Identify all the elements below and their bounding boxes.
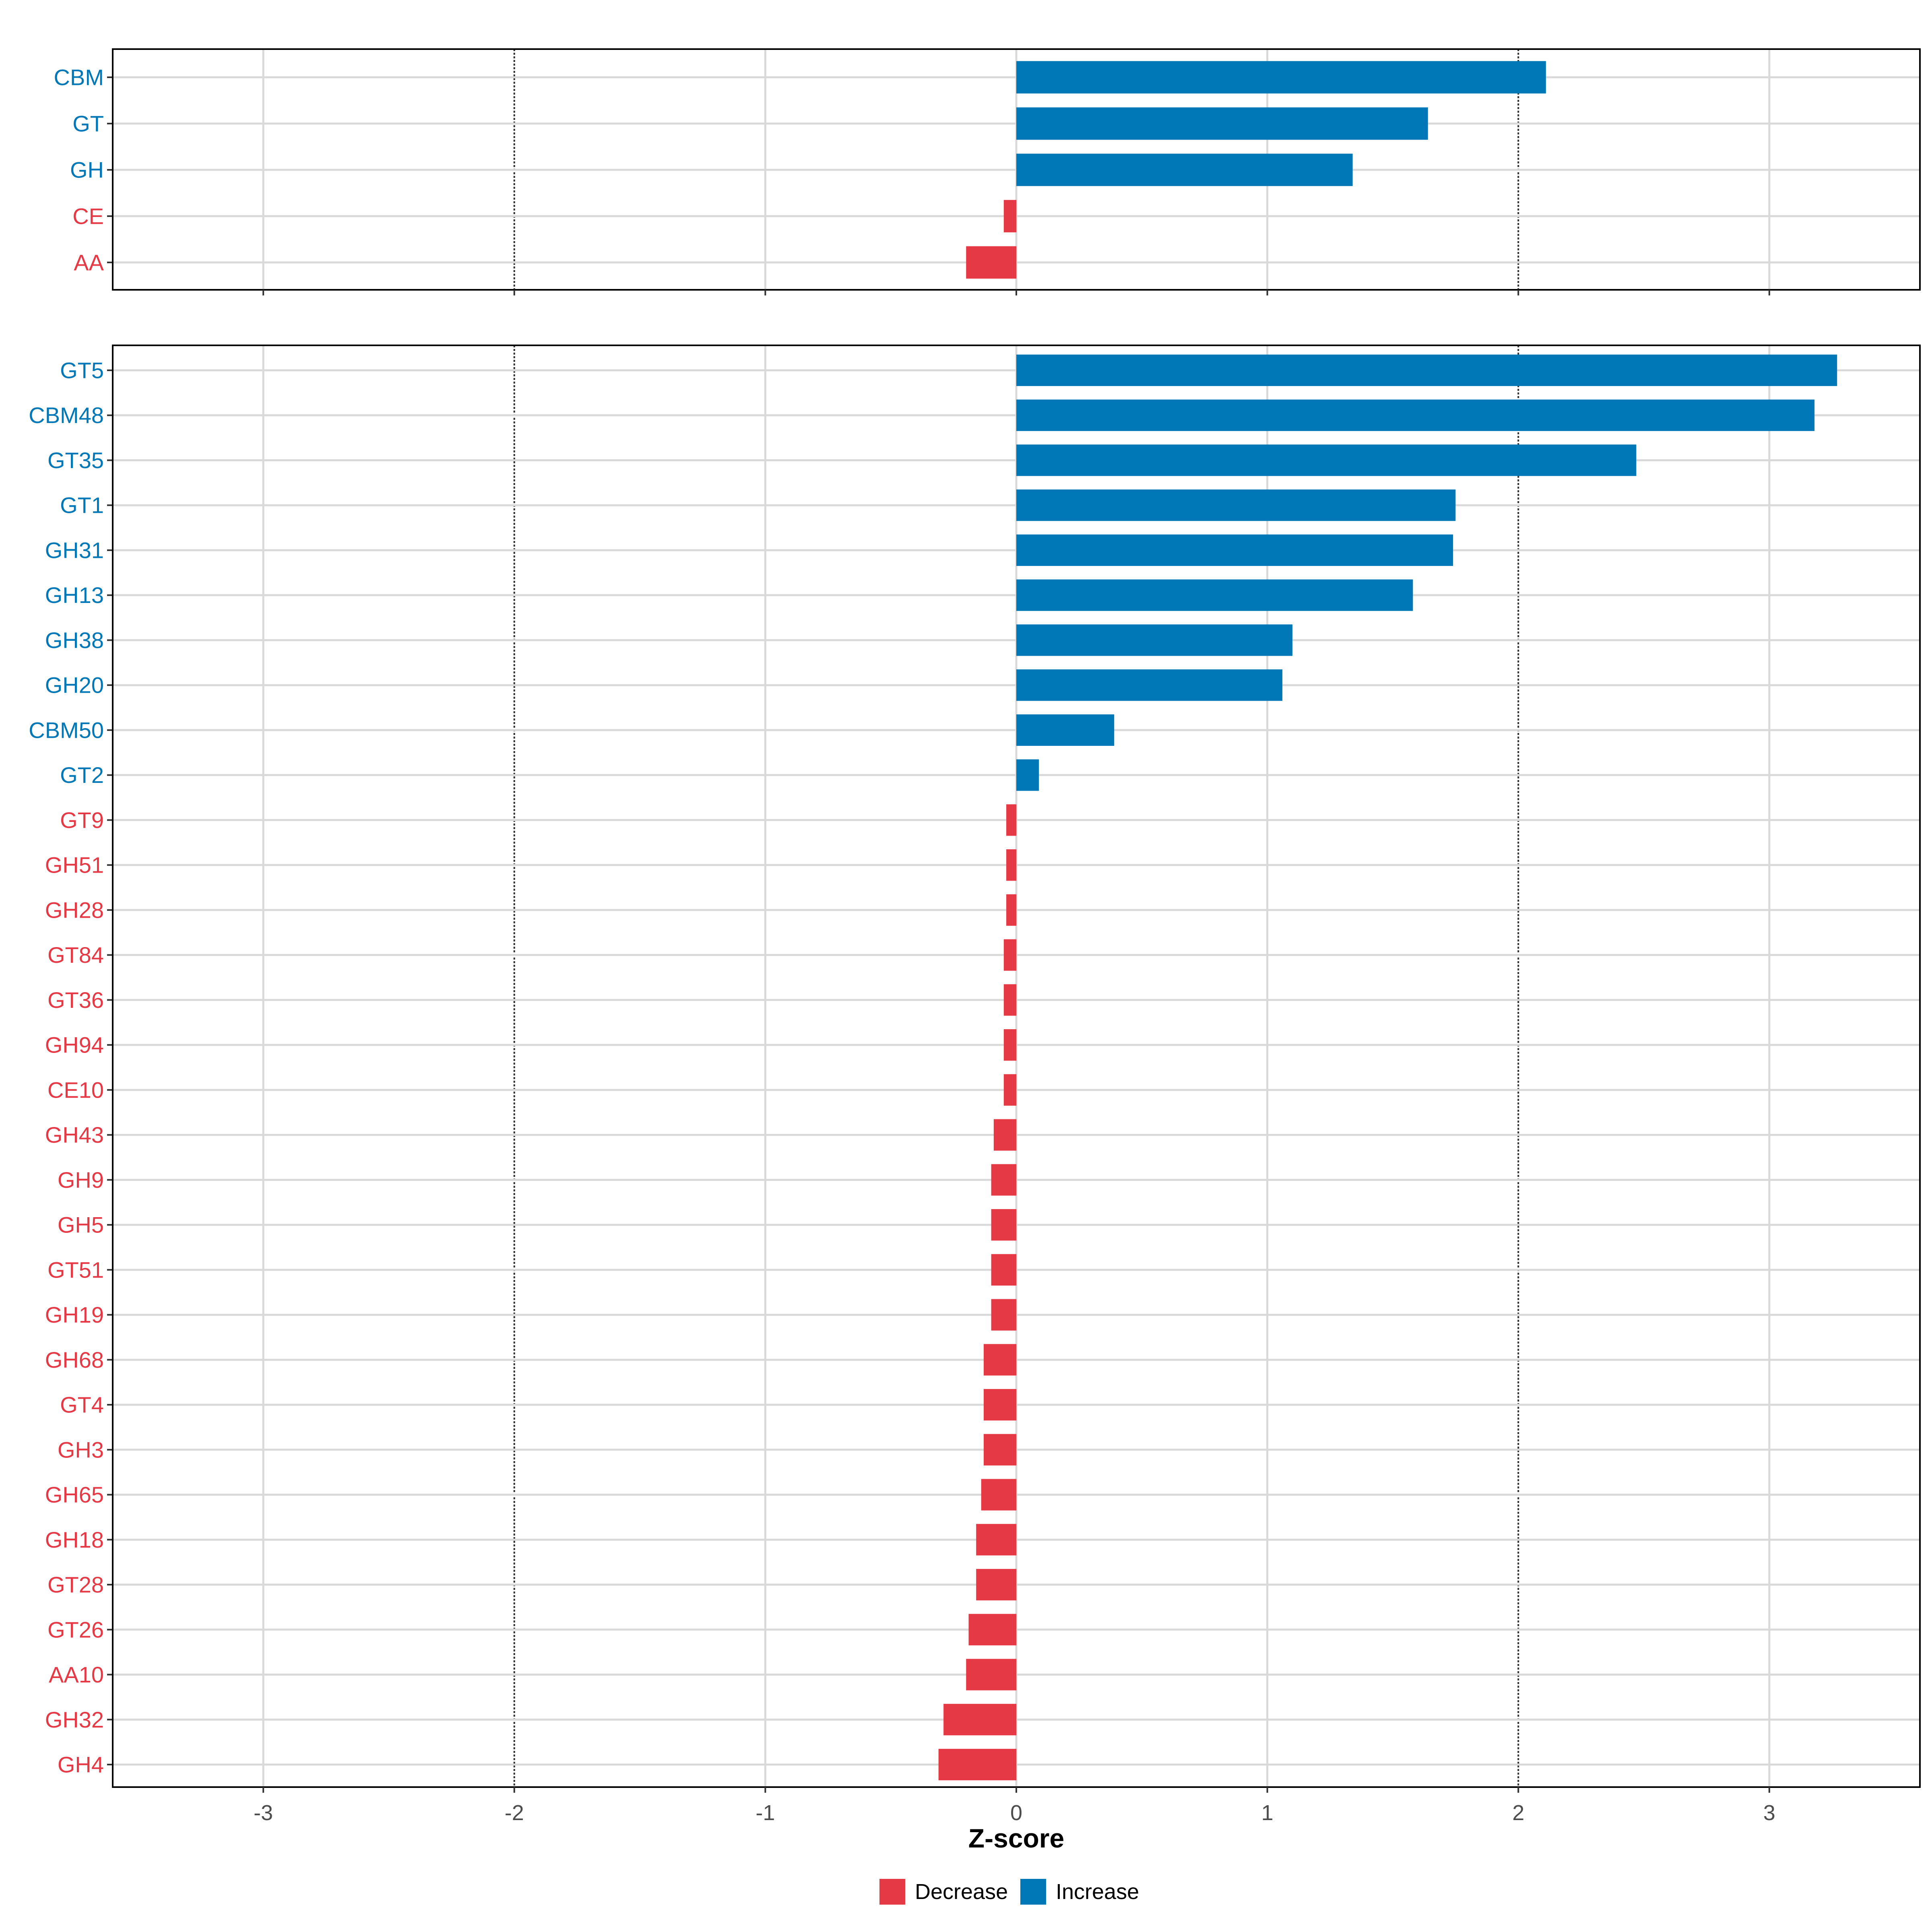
x-axis-title: Z-score xyxy=(968,1823,1064,1853)
category-label: GT xyxy=(72,111,104,136)
legend-swatch-decrease xyxy=(879,1879,905,1905)
bar-gt9 xyxy=(1006,804,1016,836)
bar-aa10 xyxy=(966,1659,1016,1690)
legend-label-decrease: Decrease xyxy=(915,1880,1008,1904)
x-tick-label: 0 xyxy=(1010,1801,1022,1825)
bar-cbm50 xyxy=(1016,714,1115,746)
bar-gh94 xyxy=(1003,1029,1016,1061)
legend-label-increase: Increase xyxy=(1056,1880,1139,1904)
category-label: AA xyxy=(74,250,104,275)
bar-gh4 xyxy=(938,1748,1016,1781)
category-label: GH20 xyxy=(45,673,104,698)
category-label: GH51 xyxy=(45,852,104,878)
category-label: GH xyxy=(70,157,104,183)
category-label: GH9 xyxy=(58,1167,104,1193)
category-label: GH68 xyxy=(45,1347,104,1373)
legend-swatch-increase xyxy=(1020,1879,1046,1905)
x-tick-label: 2 xyxy=(1512,1801,1524,1825)
category-label: CE10 xyxy=(47,1077,104,1102)
category-label: CBM50 xyxy=(29,717,104,743)
bar-gt28 xyxy=(976,1569,1016,1601)
category-label: GH13 xyxy=(45,582,104,608)
bar-gh3 xyxy=(983,1434,1016,1466)
bar-gt84 xyxy=(1003,939,1016,971)
bar-gt51 xyxy=(991,1254,1016,1286)
bar-gh19 xyxy=(991,1299,1016,1331)
bar-gt36 xyxy=(1003,984,1016,1016)
bar-gt xyxy=(1016,107,1428,140)
bar-cbm xyxy=(1016,61,1546,94)
category-label: GT9 xyxy=(60,807,104,833)
bar-gh5 xyxy=(991,1209,1016,1241)
category-label: GT28 xyxy=(47,1572,104,1598)
bar-gh43 xyxy=(993,1119,1016,1151)
bar-gt35 xyxy=(1016,444,1637,476)
x-tick-label: -2 xyxy=(505,1801,524,1825)
bar-gh31 xyxy=(1016,534,1453,566)
bar-gh51 xyxy=(1006,849,1016,881)
category-label: GH5 xyxy=(58,1212,104,1238)
bar-ce10 xyxy=(1003,1074,1016,1106)
category-label: GT2 xyxy=(60,762,104,788)
category-label: GH3 xyxy=(58,1437,104,1462)
category-label: GH19 xyxy=(45,1302,104,1327)
x-tick-label: -1 xyxy=(755,1801,775,1825)
bar-gh28 xyxy=(1006,894,1016,926)
bar-gh9 xyxy=(991,1164,1016,1196)
bar-gh20 xyxy=(1016,669,1283,701)
bar-gh38 xyxy=(1016,624,1292,656)
category-label: CBM48 xyxy=(29,402,104,428)
category-label: AA10 xyxy=(49,1662,104,1687)
category-label: GH43 xyxy=(45,1122,104,1148)
category-label: GT5 xyxy=(60,358,104,383)
bar-gh18 xyxy=(976,1524,1016,1556)
x-tick-label: 3 xyxy=(1763,1801,1775,1825)
category-label: CBM xyxy=(54,65,104,90)
bar-gt1 xyxy=(1016,489,1456,521)
category-label: GH28 xyxy=(45,897,104,923)
category-label: GH4 xyxy=(58,1752,104,1777)
category-label: GT1 xyxy=(60,493,104,518)
bar-gt5 xyxy=(1016,354,1837,386)
category-label: GT35 xyxy=(47,448,104,473)
bar-gt4 xyxy=(983,1389,1016,1421)
bar-gh32 xyxy=(943,1704,1016,1736)
category-label: GH94 xyxy=(45,1032,104,1058)
bar-gt2 xyxy=(1016,759,1039,791)
bar-gh68 xyxy=(983,1344,1016,1376)
bar-gt26 xyxy=(968,1614,1016,1645)
category-label: GH32 xyxy=(45,1707,104,1732)
x-tick-label: -3 xyxy=(254,1801,273,1825)
bar-gh xyxy=(1016,153,1353,186)
bar-ce xyxy=(1003,200,1016,233)
category-label: GH38 xyxy=(45,627,104,653)
category-label: GH18 xyxy=(45,1527,104,1552)
category-label: GT4 xyxy=(60,1392,104,1418)
category-label: GT26 xyxy=(47,1617,104,1642)
bar-gh13 xyxy=(1016,579,1413,611)
category-label: GT51 xyxy=(47,1257,104,1282)
category-label: CE xyxy=(72,204,104,229)
category-label: GH65 xyxy=(45,1482,104,1507)
x-tick-label: 1 xyxy=(1261,1801,1274,1825)
category-label: GT84 xyxy=(47,942,104,968)
category-label: GH31 xyxy=(45,537,104,563)
category-label: GT36 xyxy=(47,987,104,1013)
bar-aa xyxy=(966,246,1016,279)
bar-cbm48 xyxy=(1016,399,1815,431)
bar-gh65 xyxy=(981,1479,1016,1511)
